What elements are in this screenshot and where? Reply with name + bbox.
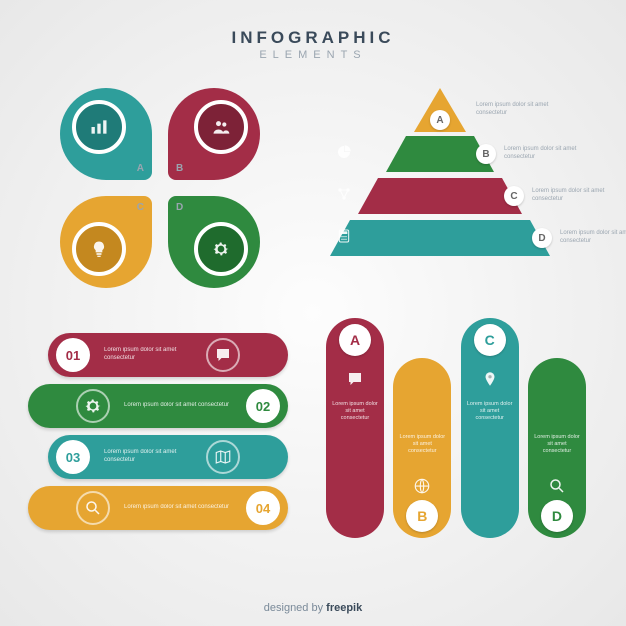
globe-icon	[413, 477, 431, 500]
pill-03: 03 Lorem ipsum dolor sit amet consectetur	[48, 435, 288, 479]
petal-C: C	[60, 196, 152, 288]
tier-text: Lorem ipsum dolor sit amet consectetur	[560, 230, 626, 246]
gear-icon	[76, 389, 110, 423]
pill-number: 03	[56, 440, 90, 474]
pill-01: 01 Lorem ipsum dolor sit amet consectetur	[48, 333, 288, 377]
petal-label: B	[176, 163, 183, 174]
pill-02: 02 Lorem ipsum dolor sit amet consectetur	[28, 384, 288, 428]
tier-tag: A	[430, 110, 450, 130]
column-text: Lorem ipsum dolor sit amet consectetur	[326, 393, 384, 430]
pyramid-tier-D: D Lorem ipsum dolor sit amet consectetur	[326, 220, 626, 256]
column-D: D Lorem ipsum dolor sit amet consectetur	[528, 358, 586, 538]
petal-A: A	[60, 88, 152, 180]
column-text: Lorem ipsum dolor sit amet consectetur	[461, 393, 519, 430]
column-text: Lorem ipsum dolor sit amet consectetur	[393, 426, 451, 463]
pyramid-tier-C: C Lorem ipsum dolor sit amet consectetur	[326, 178, 612, 214]
tier-tag: C	[504, 186, 524, 206]
column-label: D	[541, 500, 573, 532]
network-icon	[336, 186, 352, 207]
petal-B: B	[168, 88, 260, 180]
title: INFOGRAPHIC	[0, 28, 626, 48]
column-A: A Lorem ipsum dolor sit amet consectetur	[326, 318, 384, 538]
petal-circle	[72, 222, 126, 276]
calc-icon	[336, 228, 352, 249]
search-icon	[76, 491, 110, 525]
tier-tag: D	[532, 228, 552, 248]
pill-text: Lorem ipsum dolor sit amet consectetur	[98, 347, 198, 363]
pill-text: Lorem ipsum dolor sit amet consectetur	[118, 402, 238, 410]
search-icon	[548, 477, 566, 500]
pin-icon	[481, 370, 499, 393]
pyramid-tier-A: A Lorem ipsum dolor sit amet consectetur	[326, 88, 556, 132]
petal-label: C	[137, 202, 144, 213]
tier-text: Lorem ipsum dolor sit amet consectetur	[476, 102, 556, 118]
petal-circle	[194, 100, 248, 154]
tier-tag: B	[476, 144, 496, 164]
pyramid-tier-B: B Lorem ipsum dolor sit amet consectetur	[326, 136, 584, 172]
infographic-grid: A B C D A Lorem ipsum dolor sit amet consect…	[0, 78, 626, 586]
chat-icon	[206, 338, 240, 372]
column-label: C	[474, 324, 506, 356]
petal-D: D	[168, 196, 260, 288]
pill-04: 04 Lorem ipsum dolor sit amet consectetur	[28, 486, 288, 530]
pill-text: Lorem ipsum dolor sit amet consectetur	[98, 449, 198, 465]
column-label: B	[406, 500, 438, 532]
petal-label: D	[176, 202, 183, 213]
petal-circle	[72, 100, 126, 154]
footer-brand: freepik	[326, 602, 362, 614]
pill-text: Lorem ipsum dolor sit amet consectetur	[118, 504, 238, 512]
petal-quadrant: A B C D	[60, 88, 260, 288]
petal-label: A	[137, 163, 144, 174]
tier-text: Lorem ipsum dolor sit amet consectetur	[532, 188, 612, 204]
pill-list: 01 Lorem ipsum dolor sit amet consectetur…	[48, 333, 288, 537]
pill-number: 01	[56, 338, 90, 372]
column-B: B Lorem ipsum dolor sit amet consectetur	[393, 358, 451, 538]
column-set: ALorem ipsum dolor sit amet consecteturB…	[326, 318, 586, 548]
pyramid: ALorem ipsum dolor sit amet consecteturB…	[326, 88, 586, 288]
chat-icon	[346, 370, 364, 393]
pill-number: 04	[246, 491, 280, 525]
footer-prefix: designed by	[264, 602, 326, 614]
tier-text: Lorem ipsum dolor sit amet consectetur	[504, 146, 584, 162]
header: INFOGRAPHIC ELEMENTS	[0, 0, 626, 61]
pill-number: 02	[246, 389, 280, 423]
column-C: C Lorem ipsum dolor sit amet consectetur	[461, 318, 519, 538]
subtitle: ELEMENTS	[0, 49, 626, 61]
footer: designed by freepik	[0, 602, 626, 614]
column-label: A	[339, 324, 371, 356]
map-icon	[206, 440, 240, 474]
column-text: Lorem ipsum dolor sit amet consectetur	[528, 426, 586, 463]
petal-circle	[194, 222, 248, 276]
pie-icon	[336, 144, 352, 165]
